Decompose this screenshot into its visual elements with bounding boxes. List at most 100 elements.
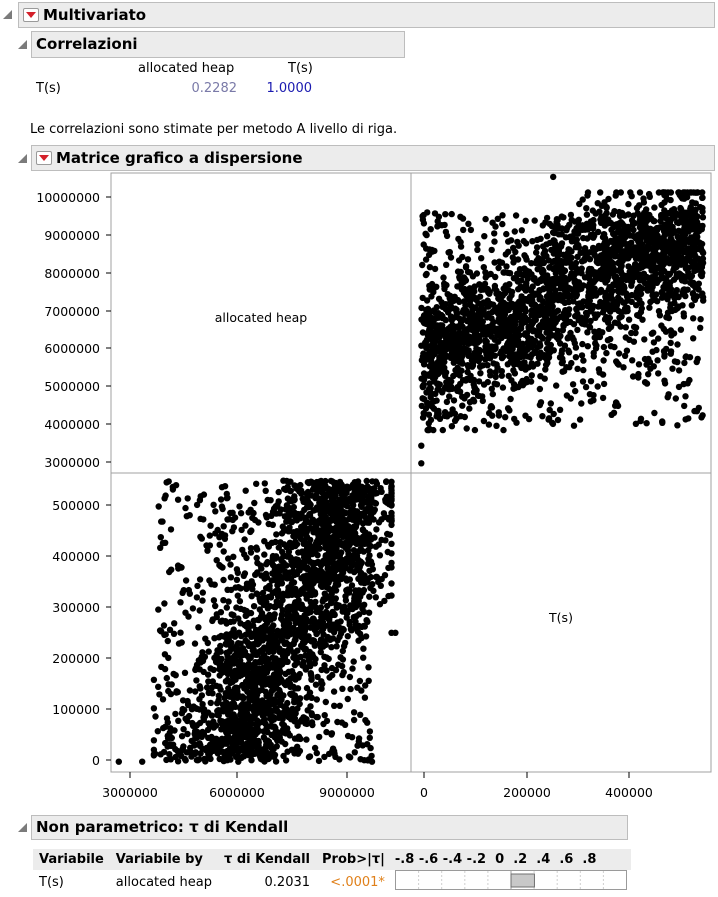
scatter-point [425,353,432,361]
scatter-point [360,645,367,652]
scatter-point [177,599,184,606]
scatter-point [365,609,373,616]
scatter-point [484,311,491,318]
scatter-point [431,265,439,273]
scatter-point [577,316,584,323]
scatter-point [456,324,463,331]
multivariate-outline-header[interactable]: Multivariato [18,2,715,28]
y-tick-label-T: 300000 [52,600,100,615]
scatter-point [671,295,678,302]
scatter-point [576,200,583,208]
scatter-point [178,639,185,646]
scatter-point [554,217,561,224]
scatter-point [502,251,509,258]
scatter-point [574,326,581,334]
y-tick-label-heap: 9000000 [44,228,100,243]
y-tick-label-T: 100000 [52,702,100,717]
scatter-point [370,587,377,594]
scatter-point [364,719,371,726]
scatter-point [339,656,347,663]
scatter-point [498,372,505,379]
scatter-point [643,256,651,263]
scatter-point [661,189,669,196]
scatter-point [506,270,514,277]
x-tick-label-heap: 3000000 [102,785,158,800]
scatter-point [572,354,580,361]
scatter-point [348,627,355,634]
scatter-point [451,417,459,424]
scatter-point [303,504,311,511]
scatter-point [242,612,249,619]
scatter-point [498,368,505,375]
scatter-point [285,646,293,653]
scatter-point [566,364,573,371]
scatter-point [254,559,261,567]
scatter-point [375,578,382,586]
scatter-point [526,326,534,333]
scatter-point [598,202,605,209]
red-triangle-menu-icon[interactable] [23,7,39,22]
scatter-point [157,534,164,541]
scatter-point [360,496,367,504]
scatter-point [430,349,437,357]
scatter-point [584,343,591,350]
scatter-point [294,562,301,569]
scatter-point [206,723,214,730]
scatter-point [432,315,440,322]
red-triangle-menu-icon[interactable] [36,150,52,165]
scatter-point [263,725,270,732]
scatter-point [420,211,427,219]
scatter-point [699,194,706,201]
scatter-point [418,460,425,467]
scatter-point [503,303,511,311]
scatter-point [373,573,381,581]
scatter-point [245,627,252,634]
correlations-title: Correlazioni [36,35,138,53]
scatter-point [537,276,544,283]
scatter-point [623,231,630,238]
scatter-point [618,209,626,217]
scatter-point [481,324,489,331]
scatter-point [495,303,503,311]
scatter-point [323,728,330,736]
scatter-point [279,523,286,530]
correlations-outline-header[interactable]: Correlazioni [31,31,405,58]
scatter-point [192,688,199,695]
collapse-triangle-icon[interactable] [18,40,27,49]
scatter-point [316,733,323,741]
scatter-point [650,339,658,346]
scatter-point [266,635,273,642]
collapse-triangle-icon[interactable] [3,10,12,19]
scatter-point [341,721,349,728]
scatter-point [235,758,242,765]
scatter-point [699,208,706,215]
scatter-point [267,594,275,601]
scatter-point [625,240,632,248]
scatter-point [680,241,687,248]
scatter-point [522,217,529,224]
scatter-point [500,269,507,276]
scatter-point [514,238,521,246]
scatter-point [472,388,479,395]
scatter-point [683,249,691,256]
scatter-point [587,378,595,385]
scatter-point [550,282,557,289]
scatter-point [423,344,430,352]
scatter-point [539,222,546,229]
scatter-matrix-outline-header[interactable]: Matrice grafico a dispersione [31,145,715,171]
scatter-point [225,711,232,718]
scatter-point [663,209,670,217]
scatter-point [209,678,216,685]
y-tick-label-heap: 8000000 [44,266,100,281]
scatter-point [599,309,607,316]
scatter-point [555,231,562,238]
scatter-point [302,664,309,671]
scatter-point [298,523,305,531]
scatter-point [328,731,335,738]
scatter-point [313,630,321,637]
scatter-point [280,703,288,710]
scatter-point [589,305,596,312]
scatter-point [273,577,280,584]
scatter-point [569,233,576,240]
collapse-triangle-icon[interactable] [18,154,27,163]
